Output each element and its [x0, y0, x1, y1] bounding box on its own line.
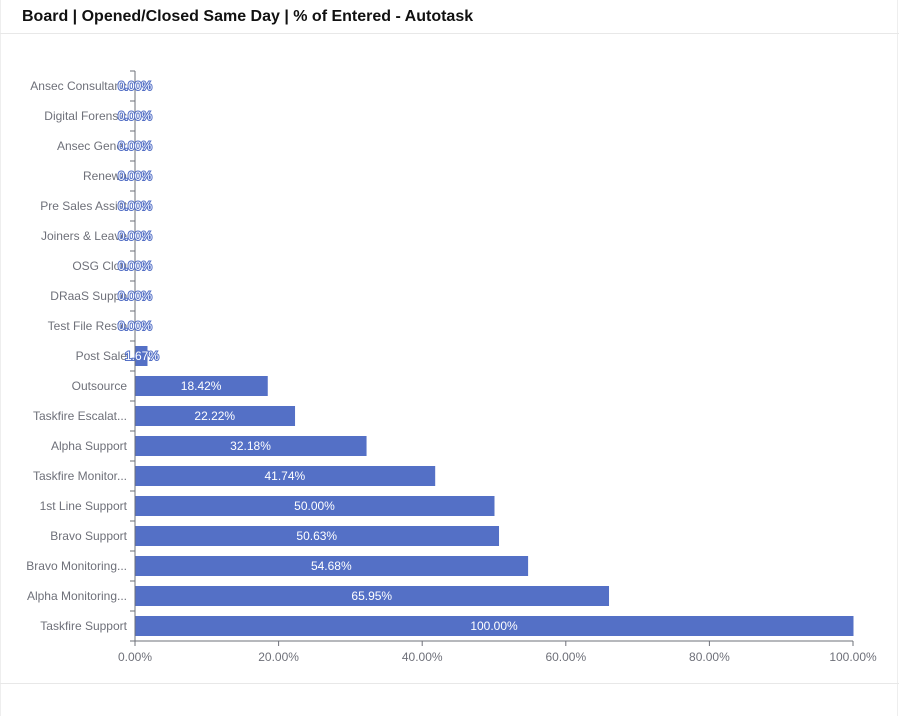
x-tick-label: 80.00% [689, 650, 730, 664]
category-label: Joiners & Leave [41, 229, 127, 243]
data-label: 41.74% [264, 469, 305, 483]
data-label: 50.00% [294, 499, 335, 513]
category-label: 1st Line Support [40, 499, 128, 513]
data-label: 100.00% [470, 619, 518, 633]
data-label: 0.00% [118, 139, 152, 153]
data-label: 0.00% [118, 199, 152, 213]
category-label: Taskfire Support [40, 619, 127, 633]
data-label: 1.67% [125, 349, 159, 363]
bar[interactable] [135, 526, 500, 546]
category-label: Alpha Monitoring... [27, 589, 127, 603]
data-label: 0.00% [118, 319, 152, 333]
data-label: 32.18% [230, 439, 271, 453]
x-tick-label: 40.00% [402, 650, 443, 664]
header-divider [0, 33, 899, 34]
bar[interactable] [135, 376, 268, 396]
x-tick-label: 0.00% [118, 650, 152, 664]
x-tick-label: 60.00% [545, 650, 586, 664]
data-label: 50.63% [296, 529, 337, 543]
data-label: 65.95% [351, 589, 392, 603]
x-tick-label: 20.00% [258, 650, 299, 664]
bar[interactable] [135, 556, 529, 576]
data-label: 0.00% [118, 109, 152, 123]
chart-title: Board | Opened/Closed Same Day | % of En… [22, 8, 474, 25]
bar[interactable] [135, 586, 610, 606]
x-tick-label: 100.00% [829, 650, 877, 664]
category-label: Bravo Monitoring... [26, 559, 127, 573]
category-label: Digital Forensic [44, 109, 127, 123]
category-label: DRaaS Suppo [50, 289, 127, 303]
bar[interactable] [135, 496, 495, 516]
bar[interactable] [135, 616, 854, 636]
data-label: 0.00% [118, 79, 152, 93]
category-label: Bravo Support [50, 529, 127, 543]
category-label: Taskfire Escalat... [33, 409, 127, 423]
category-label: Pre Sales Assist [40, 199, 127, 213]
data-label: 22.22% [194, 409, 235, 423]
data-label: 0.00% [118, 229, 152, 243]
footer-divider [0, 683, 899, 684]
data-label: 0.00% [118, 289, 152, 303]
data-label: 54.68% [311, 559, 352, 573]
data-label: 0.00% [118, 259, 152, 273]
category-label: Alpha Support [51, 439, 128, 453]
category-label: Ansec Consultanc [30, 79, 127, 93]
bar[interactable] [135, 436, 367, 456]
bar[interactable] [135, 466, 436, 486]
category-label: Outsource [72, 379, 128, 393]
bar[interactable] [135, 406, 296, 426]
bar[interactable] [135, 346, 148, 366]
category-label: Test File Resto [48, 319, 128, 333]
data-label: 18.42% [181, 379, 222, 393]
category-label: Renewa [83, 169, 127, 183]
category-label: Ansec Gener [57, 139, 127, 153]
category-label: Post Sale [76, 349, 128, 363]
data-label: 0.00% [118, 169, 152, 183]
category-label: OSG Clou [72, 259, 127, 273]
category-label: Taskfire Monitor... [33, 469, 127, 483]
